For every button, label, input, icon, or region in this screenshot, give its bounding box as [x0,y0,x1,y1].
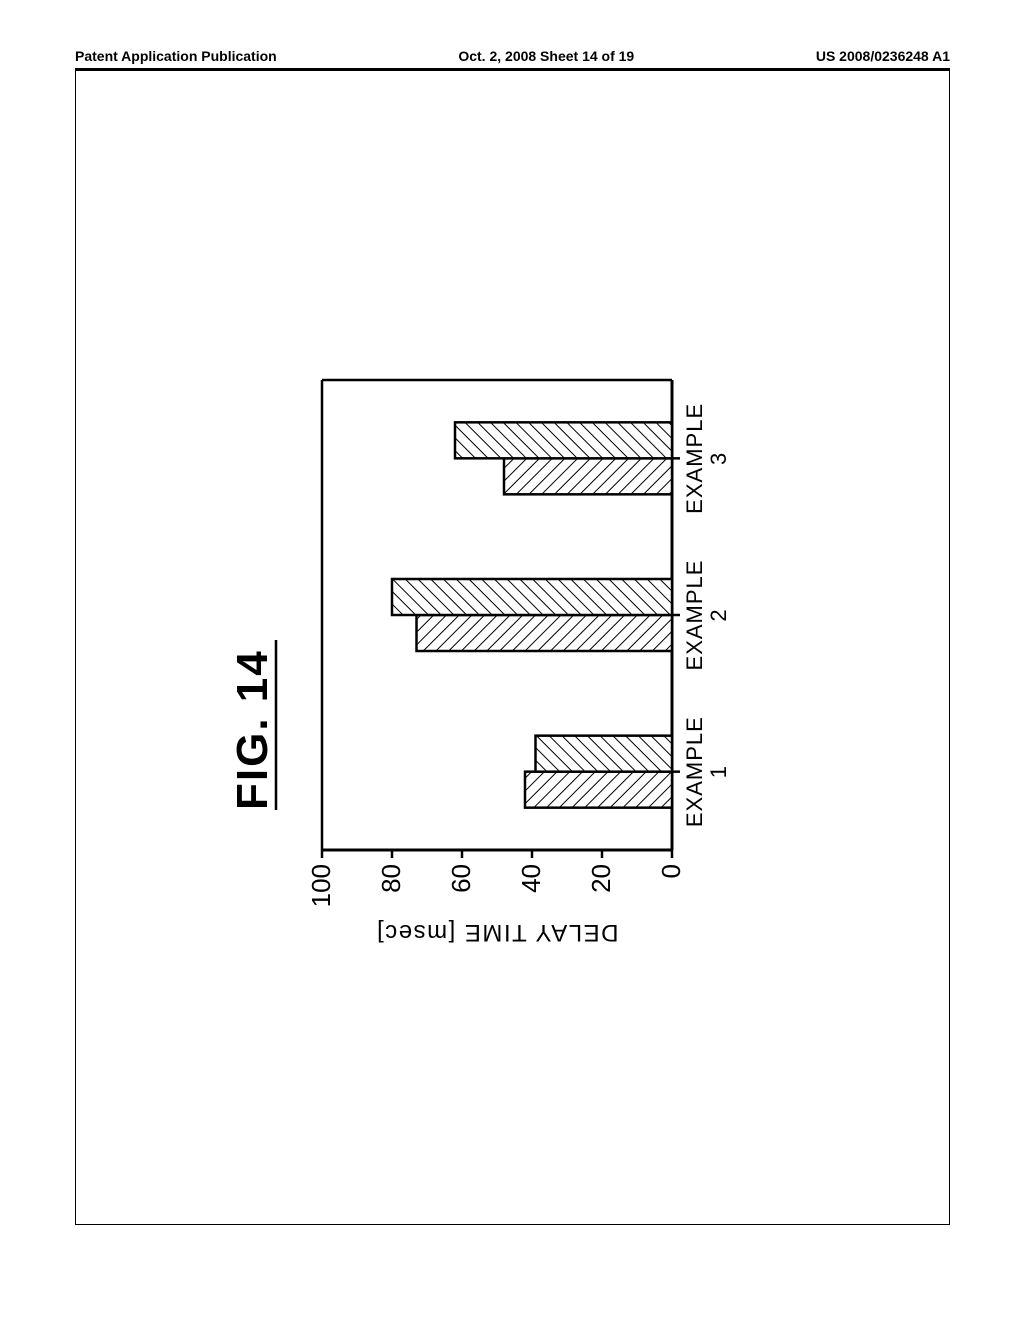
header-left: Patent Application Publication [75,48,277,64]
header-center: Oct. 2, 2008 Sheet 14 of 19 [458,48,634,64]
header-right: US 2008/0236248 A1 [816,48,950,64]
page-frame [75,70,950,1225]
